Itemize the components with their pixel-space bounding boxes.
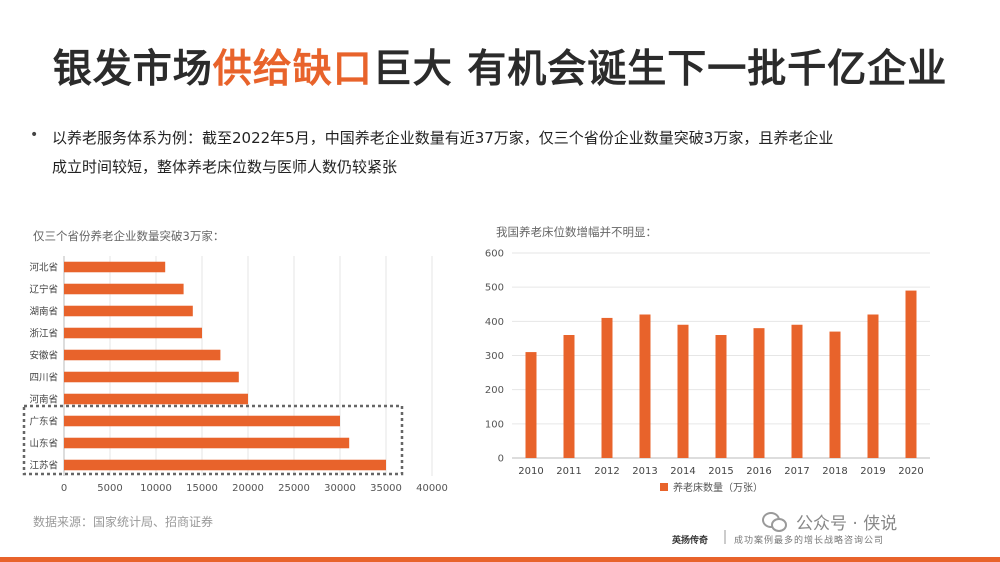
- chart2-y-tick-label: 400: [485, 317, 504, 328]
- chart2-category-label: 2015: [708, 466, 733, 477]
- chart2-category-label: 2011: [556, 466, 581, 477]
- chart1-category-label: 河南省: [29, 394, 58, 406]
- chart1-x-tick-label: 30000: [324, 483, 356, 494]
- chart1-category-label: 辽宁省: [29, 284, 58, 296]
- chart1-category-label: 河北省: [29, 262, 58, 274]
- chart1-bar: [64, 283, 184, 295]
- chart2-bar: [639, 314, 651, 458]
- chart2-title: 我国养老床位数增幅并不明显：: [496, 225, 657, 239]
- chart2-bar: [867, 314, 879, 458]
- chart2-y-tick-label: 500: [485, 283, 504, 294]
- chart2-category-label: 2016: [746, 466, 771, 477]
- chart2-category-label: 2020: [898, 466, 923, 477]
- chart2-category-label: 2019: [860, 466, 885, 477]
- chart1-highlight-box: [22, 404, 404, 476]
- chart1-bar: [64, 393, 248, 405]
- bullet-text: 以养老服务体系为例：截至2022年5月，中国养老企业数量有近37万家，仅三个省份…: [52, 124, 952, 182]
- chart2-y-tick-label: 0: [498, 454, 504, 465]
- chart2-bar: [829, 331, 841, 458]
- chart2-bar: [563, 335, 575, 458]
- chart1-bar: [64, 349, 221, 361]
- chart1-category-label: 山东省: [29, 438, 58, 450]
- footer-accent-bar: [0, 557, 1000, 562]
- title-part1: 银发市场: [52, 47, 213, 92]
- chart1-bar: [64, 437, 350, 449]
- chart1-category-label: 广东省: [29, 416, 58, 428]
- chart1-x-tick-label: 15000: [186, 483, 218, 494]
- chart2-y-tick-label: 300: [485, 351, 504, 362]
- chart1-bar: [64, 327, 202, 339]
- footer-brand: 英扬传奇: [672, 536, 709, 546]
- chart1-bar: [64, 415, 340, 427]
- chart1-x-tick-label: 10000: [140, 483, 172, 494]
- chart2-bar: [791, 324, 803, 458]
- chart1-category-label: 四川省: [29, 372, 58, 384]
- chart2-y-tick-label: 100: [485, 419, 504, 430]
- chart1-bar: [64, 459, 386, 471]
- chart2-y-tick-label: 200: [485, 385, 504, 396]
- chart2-bar: [715, 335, 727, 458]
- chart2-y-tick-label: 600: [485, 249, 504, 260]
- chart1-category-label: 江苏省: [29, 460, 58, 472]
- data-source: 数据来源：国家统计局、招商证券: [33, 515, 214, 529]
- chart2-bar: [905, 290, 917, 458]
- wechat-icon: [762, 511, 788, 532]
- chart2-category-label: 2013: [632, 466, 657, 477]
- chart1-bar: [64, 371, 239, 383]
- bullet-dot: •: [30, 127, 39, 143]
- title-highlight: 供给缺口: [212, 47, 373, 92]
- chart2-legend-swatch: [660, 483, 668, 491]
- chart2-category-label: 2014: [670, 466, 695, 477]
- chart1-x-tick-label: 20000: [232, 483, 264, 494]
- chart2-category-label: 2018: [822, 466, 847, 477]
- chart1-bar: [64, 305, 193, 317]
- chart2-bar: [601, 317, 613, 458]
- bullet-line-2: 成立时间较短，整体养老床位数与医师人数仍较紧张: [52, 158, 398, 176]
- page-title: 银发市场供给缺口巨大 有机会诞生下一批千亿企业: [0, 38, 1000, 94]
- chart1-category-label: 湖南省: [29, 306, 58, 318]
- chart2-bar: [753, 328, 765, 458]
- bullet-line-1: 以养老服务体系为例：截至2022年5月，中国养老企业数量有近37万家，仅三个省份…: [52, 129, 834, 147]
- title-part2: 巨大 有机会诞生下一批千亿企业: [372, 47, 948, 92]
- chart2-category-label: 2010: [518, 466, 543, 477]
- chart2-category-label: 2017: [784, 466, 809, 477]
- chart1-x-tick-label: 25000: [278, 483, 310, 494]
- chart1-category-label: 浙江省: [29, 328, 58, 340]
- chart1-x-tick-label: 0: [61, 483, 67, 494]
- chart2-category-label: 2012: [594, 466, 619, 477]
- chart2-bar: [677, 324, 689, 458]
- chart1-x-tick-label: 5000: [97, 483, 122, 494]
- chart1-x-tick-label: 35000: [370, 483, 402, 494]
- chart2-bar: [525, 352, 537, 458]
- chart1-title: 仅三个省份养老企业数量突破3万家：: [33, 229, 225, 243]
- chart1-category-label: 安徽省: [29, 350, 58, 362]
- chart2-legend-label: 养老床数量（万张）: [673, 481, 763, 494]
- chart1-x-tick-label: 40000: [416, 483, 448, 494]
- wechat-label: 公众号 · 侠说: [796, 514, 898, 534]
- wechat-badge: 公众号 · 侠说: [762, 509, 897, 534]
- chart1-bar: [64, 261, 166, 273]
- footer-tagline: 成功案例最多的增长战略咨询公司: [734, 536, 885, 546]
